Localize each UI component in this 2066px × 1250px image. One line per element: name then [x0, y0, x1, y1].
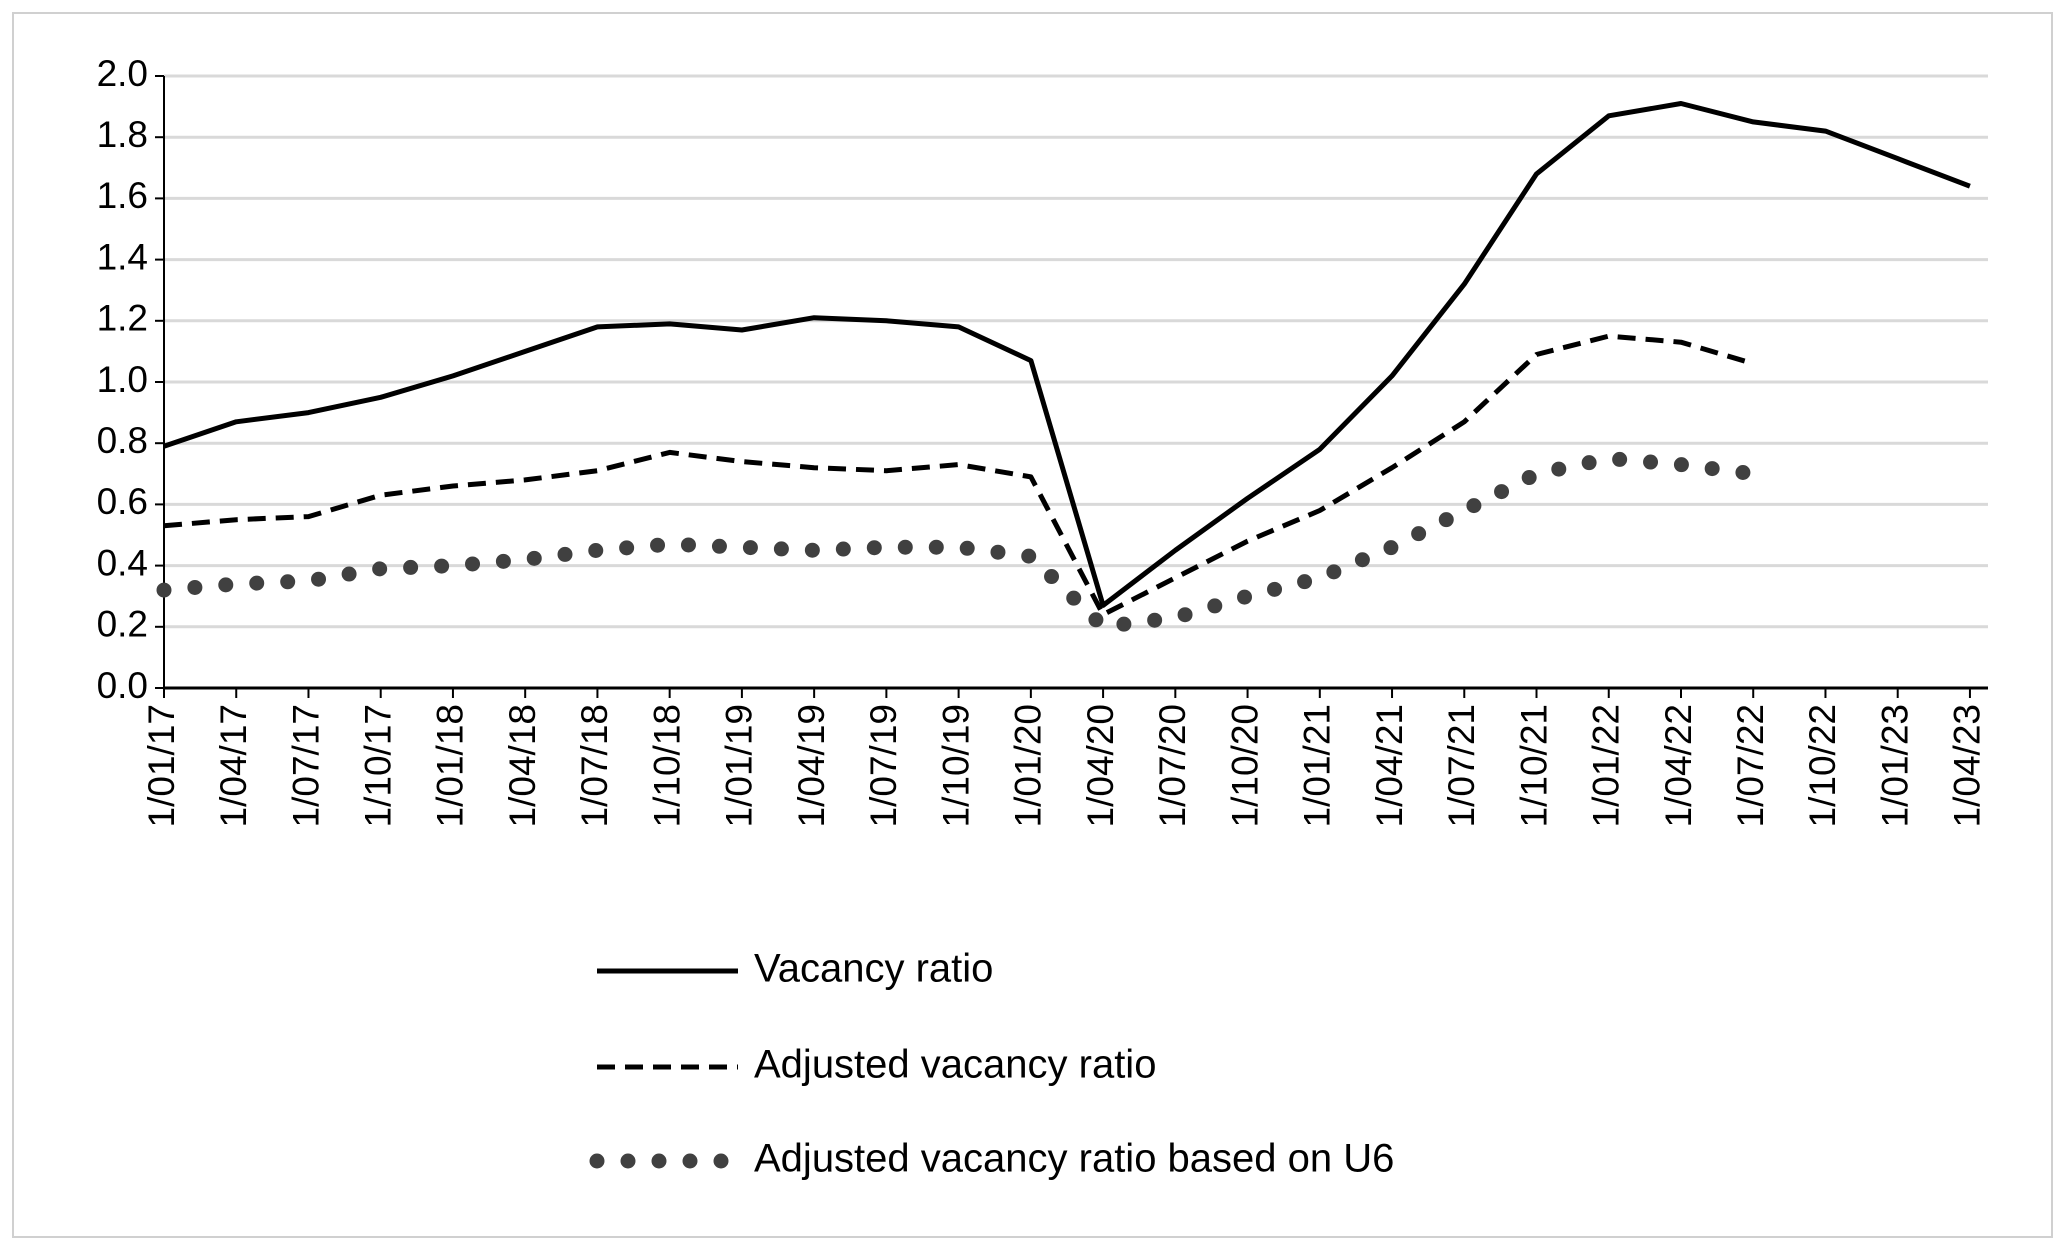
x-tick-label: 1/01/20 — [1008, 704, 1049, 827]
x-tick-label: 1/07/19 — [863, 704, 904, 827]
y-tick-label: 0.2 — [97, 604, 148, 645]
x-tick-label: 1/01/23 — [1874, 704, 1915, 827]
x-tick-label: 1/10/17 — [357, 704, 398, 827]
x-tick-label: 1/01/22 — [1586, 704, 1627, 827]
x-tick-label: 1/07/20 — [1152, 704, 1193, 827]
y-tick-label: 2.0 — [97, 53, 148, 94]
x-tick-label: 1/10/22 — [1802, 704, 1843, 827]
series-line — [163, 101, 1971, 608]
x-tick-label: 1/07/17 — [285, 704, 326, 827]
x-tick-label: 1/07/21 — [1441, 704, 1482, 827]
series-line — [163, 333, 1754, 618]
legend-label: Adjusted vacancy ratio — [754, 1043, 1156, 1087]
x-tick-label: 1/01/17 — [141, 704, 182, 827]
x-tick-label: 1/07/22 — [1730, 704, 1771, 827]
y-tick-label: 0.8 — [97, 420, 148, 461]
x-tick-label: 1/04/20 — [1080, 704, 1121, 827]
y-tick-label: 1.0 — [97, 359, 148, 400]
x-tick-label: 1/04/19 — [791, 704, 832, 827]
legend-label: Adjusted vacancy ratio based on U6 — [754, 1137, 1394, 1181]
x-tick-label: 1/04/17 — [213, 704, 254, 827]
x-tick-label: 1/10/18 — [646, 704, 687, 827]
y-tick-label: 0.4 — [97, 542, 148, 583]
x-tick-label: 1/04/23 — [1947, 704, 1988, 827]
y-tick-label: 0.6 — [97, 481, 148, 522]
y-tick-label: 0.0 — [97, 665, 148, 706]
x-tick-label: 1/07/18 — [574, 704, 615, 827]
chart-border — [12, 12, 2053, 1238]
x-tick-label: 1/04/22 — [1658, 704, 1699, 827]
x-tick-label: 1/10/21 — [1513, 704, 1554, 827]
y-tick-label: 1.4 — [97, 236, 148, 277]
x-tick-label: 1/01/21 — [1297, 704, 1338, 827]
x-tick-label: 1/10/19 — [935, 704, 976, 827]
x-tick-label: 1/04/21 — [1369, 704, 1410, 827]
x-tick-label: 1/01/19 — [719, 704, 760, 827]
x-tick-label: 1/10/20 — [1224, 704, 1265, 827]
y-tick-label: 1.2 — [97, 298, 148, 339]
x-tick-label: 1/04/18 — [502, 704, 543, 827]
x-tick-label: 1/01/18 — [430, 704, 471, 827]
y-tick-label: 1.6 — [97, 175, 148, 216]
legend-label: Vacancy ratio — [754, 947, 993, 991]
y-tick-label: 1.8 — [97, 114, 148, 155]
